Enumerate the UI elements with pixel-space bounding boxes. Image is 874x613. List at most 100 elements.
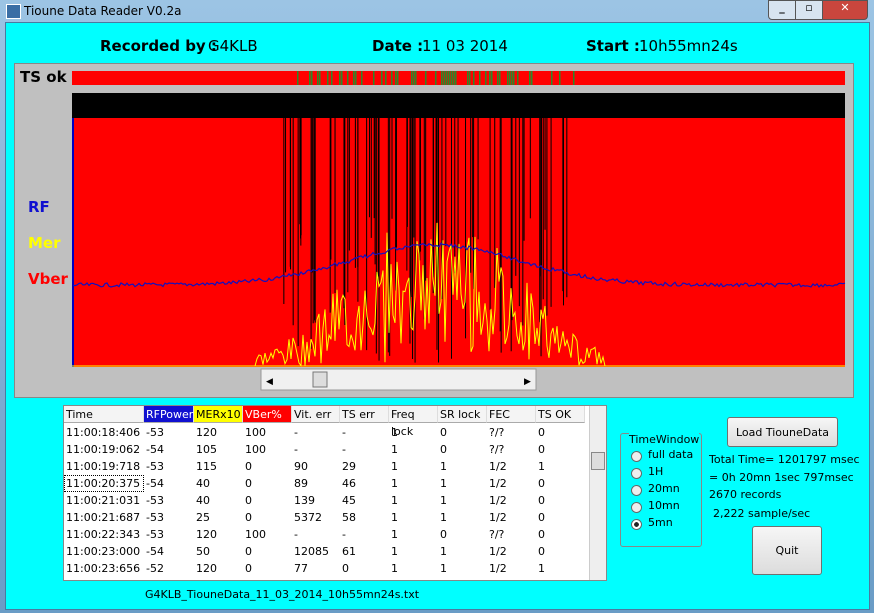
table-cell: 1 [440, 477, 447, 490]
ts-stripe [511, 71, 513, 85]
ts-stripe [339, 71, 341, 85]
ts-stripe [491, 71, 493, 85]
radio-button[interactable] [631, 451, 642, 462]
scroll-thumb[interactable] [312, 371, 328, 388]
table-cell: 0 [538, 426, 545, 439]
ts-stripe [469, 71, 471, 85]
table-cell: 40 [196, 494, 210, 507]
radio-button[interactable] [631, 485, 642, 496]
v-scrollbar[interactable] [589, 406, 606, 580]
ts-stripe [443, 71, 445, 85]
ts-stripe [309, 71, 311, 85]
radio-label[interactable]: 5mn [648, 516, 673, 529]
table-cell: 40 [196, 477, 210, 490]
table-cell: 11:00:19:718 [66, 460, 141, 473]
ts-stripe [559, 71, 561, 85]
table-cell: 11:00:18:406 [66, 426, 141, 439]
rf-trace [72, 242, 846, 288]
ts-stripe [311, 71, 313, 85]
ts-stripe [489, 71, 491, 85]
table-cell: 1 [440, 460, 447, 473]
start-value: 10h55mn24s [639, 37, 738, 55]
date-label: Date : [372, 37, 424, 55]
recorded-value: G4KLB [208, 37, 258, 55]
v-scroll-thumb[interactable] [591, 452, 605, 470]
table-cell: 1/2 [489, 494, 507, 507]
radio-label[interactable]: 1H [648, 465, 664, 478]
table-cell: 46 [342, 477, 356, 490]
table-cell: 100 [245, 528, 266, 541]
table-cell: 12085 [294, 545, 329, 558]
table-cell: 120 [196, 528, 217, 541]
ts-stripe [447, 71, 449, 85]
ts-stripe [353, 71, 355, 85]
table-cell: 89 [294, 477, 308, 490]
radio-button[interactable] [631, 502, 642, 513]
ts-stripe [453, 71, 455, 85]
table-cell: 11:00:22:343 [66, 528, 141, 541]
table-cell: 105 [196, 443, 217, 456]
column-header: MERx10 [194, 406, 243, 423]
ts-stripe [449, 71, 451, 85]
table-cell: -53 [146, 511, 164, 524]
table-cell: 0 [342, 562, 349, 575]
table-cell: - [294, 426, 298, 439]
table-cell: -54 [146, 443, 164, 456]
data-table: Time 11:00:18:406 11:00:19:062 11:00:19:718… [63, 405, 607, 581]
column-header: RFPower [144, 406, 194, 423]
table-cell: -53 [146, 426, 164, 439]
column-header: VBer% [243, 406, 292, 423]
date-value: 11 03 2014 [422, 37, 508, 55]
quit-button[interactable]: Quit [752, 526, 822, 575]
ts-stripe [455, 71, 457, 85]
ts-stripe [331, 71, 333, 85]
table-cell: 0 [538, 477, 545, 490]
scroll-right[interactable]: ▶ [524, 377, 531, 387]
table-cell: 1/2 [489, 545, 507, 558]
table-cell: 0 [538, 545, 545, 558]
table-cell: 1 [391, 460, 398, 473]
radio-label[interactable]: 20mn [648, 482, 680, 495]
ts-stripe [513, 71, 515, 85]
table-cell: 1 [538, 460, 545, 473]
scroll-left[interactable]: ◀ [266, 377, 273, 387]
ts-stripe [413, 71, 415, 85]
ts-stripe [497, 71, 499, 85]
ts-stripe [479, 71, 481, 85]
table-cell: 0 [538, 443, 545, 456]
table-cell: 1 [391, 426, 398, 439]
start-label: Start : [586, 37, 640, 55]
table-cell: 0 [245, 494, 252, 507]
table-cell: 1 [440, 562, 447, 575]
h-scrollbar[interactable] [260, 368, 537, 391]
table-cell: - [342, 443, 346, 456]
table-cell: ?/? [489, 443, 505, 456]
radio-button[interactable] [631, 468, 642, 479]
minimize-button[interactable]: _ [768, 0, 796, 20]
info-line: = 0h 20mn 1sec 797msec [709, 471, 854, 484]
ts-stripe [529, 71, 531, 85]
radio-button[interactable] [631, 519, 642, 530]
close-button[interactable]: ✕ [822, 0, 868, 20]
ts-stripe [551, 71, 553, 85]
info-line: Total Time= 1201797 msec [709, 453, 860, 466]
info-line: 2670 records [709, 488, 782, 501]
ts-stripe [317, 71, 319, 85]
maximize-button[interactable]: ▫ [795, 0, 823, 20]
ts-stripe [381, 71, 383, 85]
radio-label[interactable]: 10mn [648, 499, 680, 512]
load-button[interactable]: Load TiouneData [727, 417, 838, 447]
time-window-group: TimeWindow full data 1H 20mn 10mn 5mn [620, 433, 702, 547]
table-cell: -53 [146, 528, 164, 541]
app-icon [6, 4, 21, 19]
table-cell: 0 [245, 511, 252, 524]
table-cell: 50 [196, 545, 210, 558]
client-area: Recorded by : G4KLB Date : 11 03 2014 St… [5, 22, 870, 610]
radio-label[interactable]: full data [648, 448, 694, 461]
table-cell: 1 [440, 545, 447, 558]
ts-stripe [395, 71, 397, 85]
ts-stripe [355, 71, 357, 85]
table-cell: 0 [245, 562, 252, 575]
column-header: Vit. err [292, 406, 340, 423]
